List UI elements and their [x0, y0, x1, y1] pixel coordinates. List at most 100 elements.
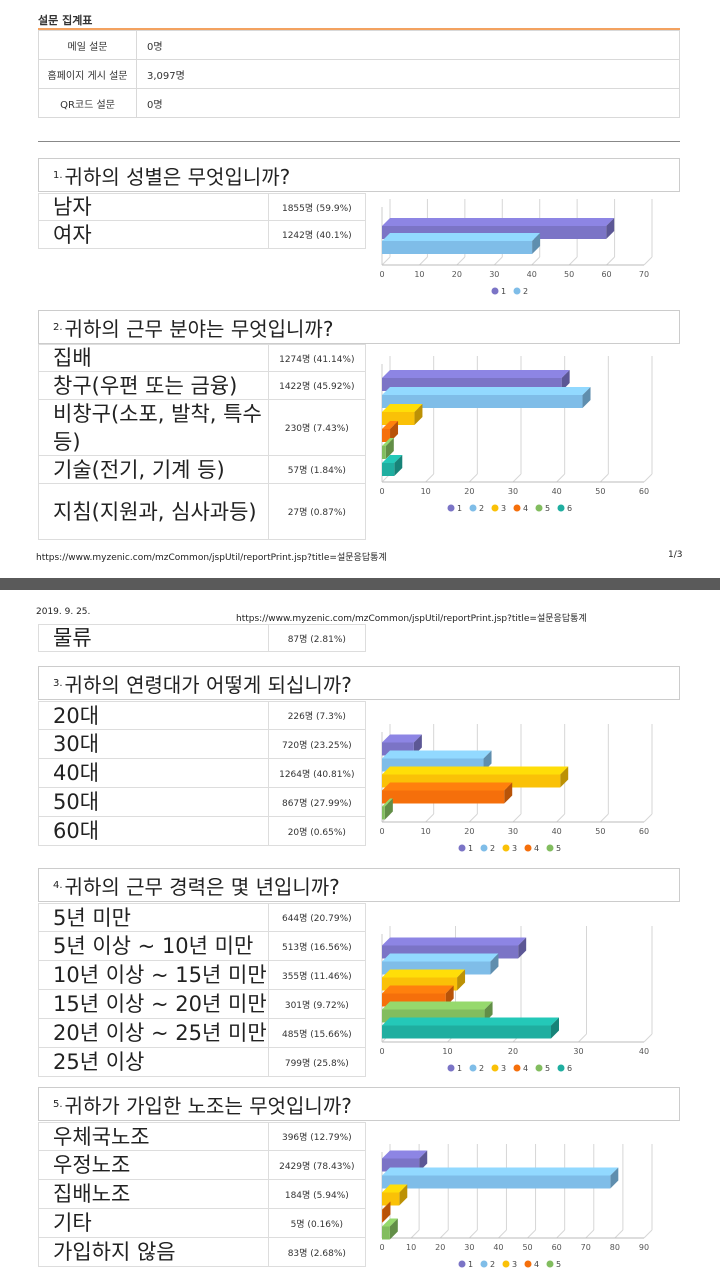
gridline-floor [643, 256, 653, 266]
gridline-floor [468, 813, 478, 823]
answer-count: 226명 (7.3%) [267, 702, 365, 729]
gridline-floor [531, 256, 541, 266]
answer-label: 집배노조 [53, 1182, 131, 1206]
bar-end [445, 985, 454, 1007]
answer-row: 20년 이상 ~ 25년 미만 485명 (15.66%) [38, 1019, 366, 1048]
answer-row: 우체국노조 396명 (12.79%) [38, 1122, 366, 1151]
gridline-floor [556, 473, 566, 483]
answer-label: 물류 [53, 626, 92, 650]
answer-row: 집배노조 184명 (5.94%) [38, 1180, 366, 1209]
bar-end [385, 438, 394, 459]
gridline-floor [419, 256, 428, 266]
answer-row: 5년 이상 ~ 10년 미만 513명 (16.56%) [38, 932, 366, 961]
question-5-answers: 우체국노조 396명 (12.79%) 우정노조 2429명 (78.43%) 집배… [38, 1122, 366, 1267]
bar-end [399, 1184, 408, 1206]
title-rule [38, 28, 680, 30]
bar-top [382, 438, 394, 446]
bar-end [389, 1218, 398, 1240]
bar-series-5 [382, 798, 393, 820]
x-tick-label: 0 [379, 827, 384, 836]
x-tick-label: 0 [379, 270, 384, 279]
bar-top [382, 1184, 408, 1193]
legend-label: 6 [567, 504, 572, 513]
answer-label: 기술(전기, 기계 등) [53, 457, 225, 482]
answer-row: 집배 1274명 (41.14%) [38, 344, 366, 372]
legend-swatch [513, 1064, 521, 1072]
legend-swatch [546, 844, 554, 852]
bar-end [414, 404, 423, 425]
bar-series-6 [382, 455, 403, 476]
legend-label: 4 [523, 1064, 528, 1073]
answer-row: 가입하지 않음 83명 (2.68%) [38, 1238, 366, 1267]
x-tick-label: 70 [639, 270, 649, 279]
x-tick-label: 0 [379, 1047, 384, 1056]
question-text: 귀하의 근무 경력은 몇 년입니까? [64, 874, 340, 899]
gridline-floor [556, 813, 566, 823]
question-number: 1. [53, 169, 63, 181]
answer-label: 비창구(소포, 발착, 특수등) [53, 401, 262, 454]
bar-top [382, 985, 454, 994]
question-4-title: 4. 귀하의 근무 경력은 몇 년입니까? [38, 868, 680, 902]
answer-label: 10년 이상 ~ 15년 미만 [53, 963, 267, 987]
legend-label: 4 [523, 504, 528, 513]
answer-label: 15년 이상 ~ 20년 미만 [53, 992, 267, 1016]
answer-label: 창구(우편 또는 금융) [53, 373, 238, 398]
legend-label: 5 [545, 1064, 550, 1073]
answer-row: 60대 20명 (0.65%) [38, 817, 366, 846]
answer-row: 우정노조 2429명 (78.43%) [38, 1151, 366, 1180]
report-page-1: 설문 집계표 메일 설문 0명 홈페이지 게시 설문 3,097명 QR코드 설… [0, 0, 720, 578]
bar-top [382, 1218, 398, 1227]
gridline-floor [556, 1229, 566, 1239]
answer-count: 184명 (5.94%) [267, 1180, 365, 1208]
legend-swatch [469, 504, 477, 512]
answer-count: 5명 (0.16%) [267, 1209, 365, 1237]
bar-series-1 [382, 218, 615, 239]
bar-end [560, 766, 569, 788]
legend-swatch [513, 504, 521, 512]
question-3-chart: 0 10 20 30 40 50 60 1 2 3 4 5 [379, 724, 653, 853]
answer-count: 20명 (0.65%) [267, 817, 365, 845]
answer-count: 644명 (20.79%) [267, 904, 365, 931]
bar-series-5 [382, 438, 394, 459]
legend-swatch [469, 1064, 477, 1072]
bar-series-4 [382, 782, 513, 804]
bar-end [483, 750, 492, 772]
bar [382, 790, 505, 804]
gridline-floor [585, 1229, 595, 1239]
legend-label: 1 [457, 504, 462, 513]
x-tick-label: 80 [610, 1243, 620, 1252]
summary-table: 메일 설문 0명 홈페이지 게시 설문 3,097명 QR코드 설문 0명 [38, 30, 680, 118]
x-tick-label: 30 [489, 270, 499, 279]
x-tick-label: 50 [595, 487, 605, 496]
bar [382, 395, 583, 408]
answer-row: 15년 이상 ~ 20년 미만 301명 (9.72%) [38, 990, 366, 1019]
bar-series-3 [382, 404, 423, 425]
answer-row: 비창구(소포, 발착, 특수등) 230명 (7.43%) [38, 400, 366, 456]
gridline-floor [606, 256, 615, 266]
legend-swatch [557, 504, 565, 512]
question-4-chart: 0 10 20 30 40 1 2 3 4 5 6 [379, 926, 653, 1073]
bar-top [382, 750, 492, 759]
answer-row: 50대 867명 (27.99%) [38, 788, 366, 817]
x-tick-label: 50 [522, 1243, 532, 1252]
bar-end [490, 953, 499, 975]
bar-end [484, 1001, 493, 1023]
question-number: 2. [53, 321, 63, 333]
bar-top [382, 1167, 619, 1176]
legend-swatch [502, 844, 510, 852]
legend-label: 1 [468, 844, 473, 853]
x-tick-label: 30 [508, 827, 518, 836]
legend-swatch [524, 1260, 532, 1268]
summary-row: 메일 설문 0명 [38, 30, 680, 60]
bar-end [390, 421, 399, 442]
question-3-answers: 20대 226명 (7.3%) 30대 720명 (23.25%) 40대 1264명… [38, 701, 366, 846]
summary-value: 0명 [136, 30, 680, 60]
question-3-title: 3. 귀하의 연령대가 어떻게 되십니까? [38, 666, 680, 700]
answer-row: 5년 미만 644명 (20.79%) [38, 903, 366, 932]
bar [382, 1209, 383, 1223]
legend-label: 3 [512, 1260, 517, 1269]
bar-series-3 [382, 1184, 408, 1206]
answer-count: 513명 (16.56%) [267, 932, 365, 960]
answer-row: 40대 1264명 (40.81%) [38, 759, 366, 788]
bar-series-2 [382, 233, 541, 254]
